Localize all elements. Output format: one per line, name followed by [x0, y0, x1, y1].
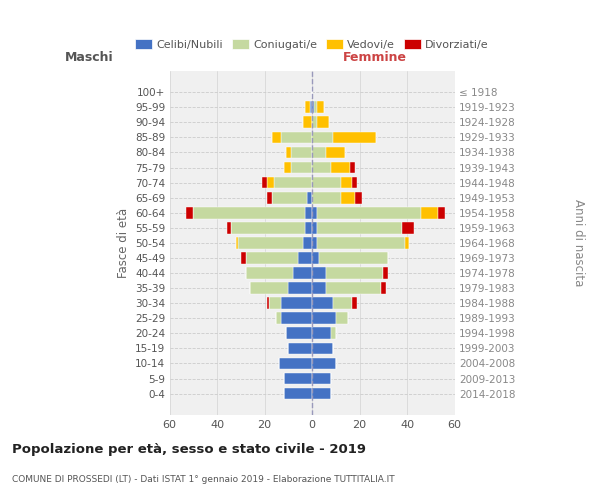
- Bar: [272, 192, 307, 203]
- Bar: [438, 207, 445, 218]
- Bar: [319, 252, 388, 264]
- Bar: [305, 102, 310, 113]
- Bar: [312, 102, 314, 113]
- Bar: [312, 116, 317, 128]
- Bar: [312, 388, 331, 400]
- Bar: [302, 237, 312, 249]
- Bar: [326, 282, 381, 294]
- Bar: [405, 237, 409, 249]
- Bar: [312, 252, 319, 264]
- Bar: [403, 222, 414, 234]
- Bar: [350, 162, 355, 173]
- Bar: [281, 132, 312, 143]
- Bar: [274, 176, 312, 188]
- Bar: [355, 192, 362, 203]
- Bar: [286, 146, 290, 158]
- Bar: [269, 298, 281, 309]
- Bar: [267, 192, 272, 203]
- Bar: [326, 267, 383, 279]
- Text: Femmine: Femmine: [343, 51, 407, 64]
- Bar: [381, 282, 386, 294]
- Bar: [334, 298, 352, 309]
- Bar: [312, 342, 334, 354]
- Bar: [312, 358, 336, 370]
- Bar: [284, 388, 312, 400]
- Bar: [326, 146, 346, 158]
- Bar: [312, 162, 331, 173]
- Bar: [245, 252, 298, 264]
- Bar: [231, 222, 305, 234]
- Bar: [245, 267, 293, 279]
- Bar: [317, 222, 403, 234]
- Bar: [290, 162, 312, 173]
- Bar: [421, 207, 438, 218]
- Bar: [286, 328, 312, 339]
- Bar: [312, 222, 317, 234]
- Bar: [312, 267, 326, 279]
- Text: Popolazione per età, sesso e stato civile - 2019: Popolazione per età, sesso e stato civil…: [12, 442, 366, 456]
- Bar: [238, 237, 302, 249]
- Bar: [302, 116, 312, 128]
- Bar: [352, 176, 357, 188]
- Bar: [272, 132, 281, 143]
- Bar: [310, 102, 312, 113]
- Bar: [334, 132, 376, 143]
- Bar: [227, 222, 231, 234]
- Text: Maschi: Maschi: [65, 51, 114, 64]
- Bar: [293, 267, 312, 279]
- Bar: [331, 162, 350, 173]
- Bar: [312, 207, 317, 218]
- Bar: [307, 192, 312, 203]
- Bar: [312, 282, 326, 294]
- Bar: [314, 102, 317, 113]
- Bar: [352, 298, 357, 309]
- Bar: [277, 312, 281, 324]
- Bar: [317, 116, 329, 128]
- Bar: [262, 176, 267, 188]
- Bar: [317, 207, 421, 218]
- Bar: [341, 192, 355, 203]
- Bar: [312, 328, 331, 339]
- Bar: [312, 132, 334, 143]
- Bar: [312, 146, 326, 158]
- Bar: [186, 207, 193, 218]
- Bar: [250, 282, 289, 294]
- Bar: [305, 207, 312, 218]
- Bar: [236, 237, 238, 249]
- Legend: Celibi/Nubili, Coniugati/e, Vedovi/e, Divorziati/e: Celibi/Nubili, Coniugati/e, Vedovi/e, Di…: [131, 35, 493, 54]
- Bar: [312, 176, 341, 188]
- Bar: [317, 237, 405, 249]
- Bar: [284, 372, 312, 384]
- Y-axis label: Fasce di età: Fasce di età: [116, 208, 130, 278]
- Y-axis label: Anni di nascita: Anni di nascita: [572, 199, 585, 286]
- Bar: [267, 176, 274, 188]
- Bar: [312, 298, 334, 309]
- Bar: [383, 267, 388, 279]
- Bar: [317, 102, 324, 113]
- Bar: [305, 222, 312, 234]
- Bar: [336, 312, 348, 324]
- Bar: [281, 312, 312, 324]
- Bar: [312, 372, 331, 384]
- Bar: [284, 162, 290, 173]
- Bar: [267, 298, 269, 309]
- Bar: [312, 312, 336, 324]
- Bar: [241, 252, 245, 264]
- Bar: [331, 328, 336, 339]
- Bar: [279, 358, 312, 370]
- Bar: [312, 192, 341, 203]
- Bar: [312, 237, 317, 249]
- Bar: [290, 146, 312, 158]
- Bar: [281, 298, 312, 309]
- Bar: [289, 282, 312, 294]
- Bar: [341, 176, 352, 188]
- Bar: [193, 207, 305, 218]
- Bar: [298, 252, 312, 264]
- Bar: [289, 342, 312, 354]
- Text: COMUNE DI PROSSEDI (LT) - Dati ISTAT 1° gennaio 2019 - Elaborazione TUTTITALIA.I: COMUNE DI PROSSEDI (LT) - Dati ISTAT 1° …: [12, 476, 395, 484]
